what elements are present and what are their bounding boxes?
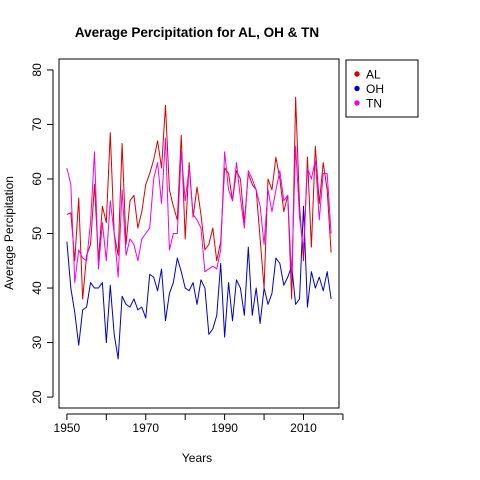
y-axis-label: Average Percipitation bbox=[2, 176, 16, 290]
x-tick-label-1970: 1970 bbox=[132, 421, 159, 435]
legend-marker-al bbox=[354, 71, 360, 77]
legend-marker-oh bbox=[354, 85, 360, 92]
y-tick-label-60: 60 bbox=[30, 172, 44, 186]
x-axis-label: Years bbox=[182, 451, 212, 465]
series-line-tn bbox=[66, 137, 332, 284]
chart-title: Average Percipitation for AL, OH & TN bbox=[75, 25, 319, 40]
y-tick-label-40: 40 bbox=[30, 281, 44, 295]
legend-label-tn: TN bbox=[366, 97, 382, 111]
legend-label-oh: OH bbox=[366, 82, 384, 96]
legend-label-al: AL bbox=[366, 68, 381, 82]
x-tick-label-2010: 2010 bbox=[290, 421, 317, 435]
y-tick-label-70: 70 bbox=[30, 117, 44, 131]
y-axis: 20 30 40 50 60 70 80 bbox=[30, 63, 54, 404]
y-tick-label-80: 80 bbox=[30, 63, 44, 77]
x-tick-label-1950: 1950 bbox=[54, 421, 81, 435]
series-layer bbox=[66, 96, 332, 360]
series-line-oh bbox=[66, 205, 332, 360]
legend-marker-tn bbox=[354, 100, 360, 106]
plot-area-frame bbox=[58, 58, 340, 409]
x-axis: 1950 1970 1990 2010 bbox=[54, 413, 344, 435]
x-tick-label-1990: 1990 bbox=[211, 421, 238, 435]
y-tick-label-30: 30 bbox=[30, 336, 44, 350]
series-line-al bbox=[66, 96, 332, 300]
y-tick-label-20: 20 bbox=[30, 390, 44, 404]
y-tick-label-50: 50 bbox=[30, 227, 44, 241]
